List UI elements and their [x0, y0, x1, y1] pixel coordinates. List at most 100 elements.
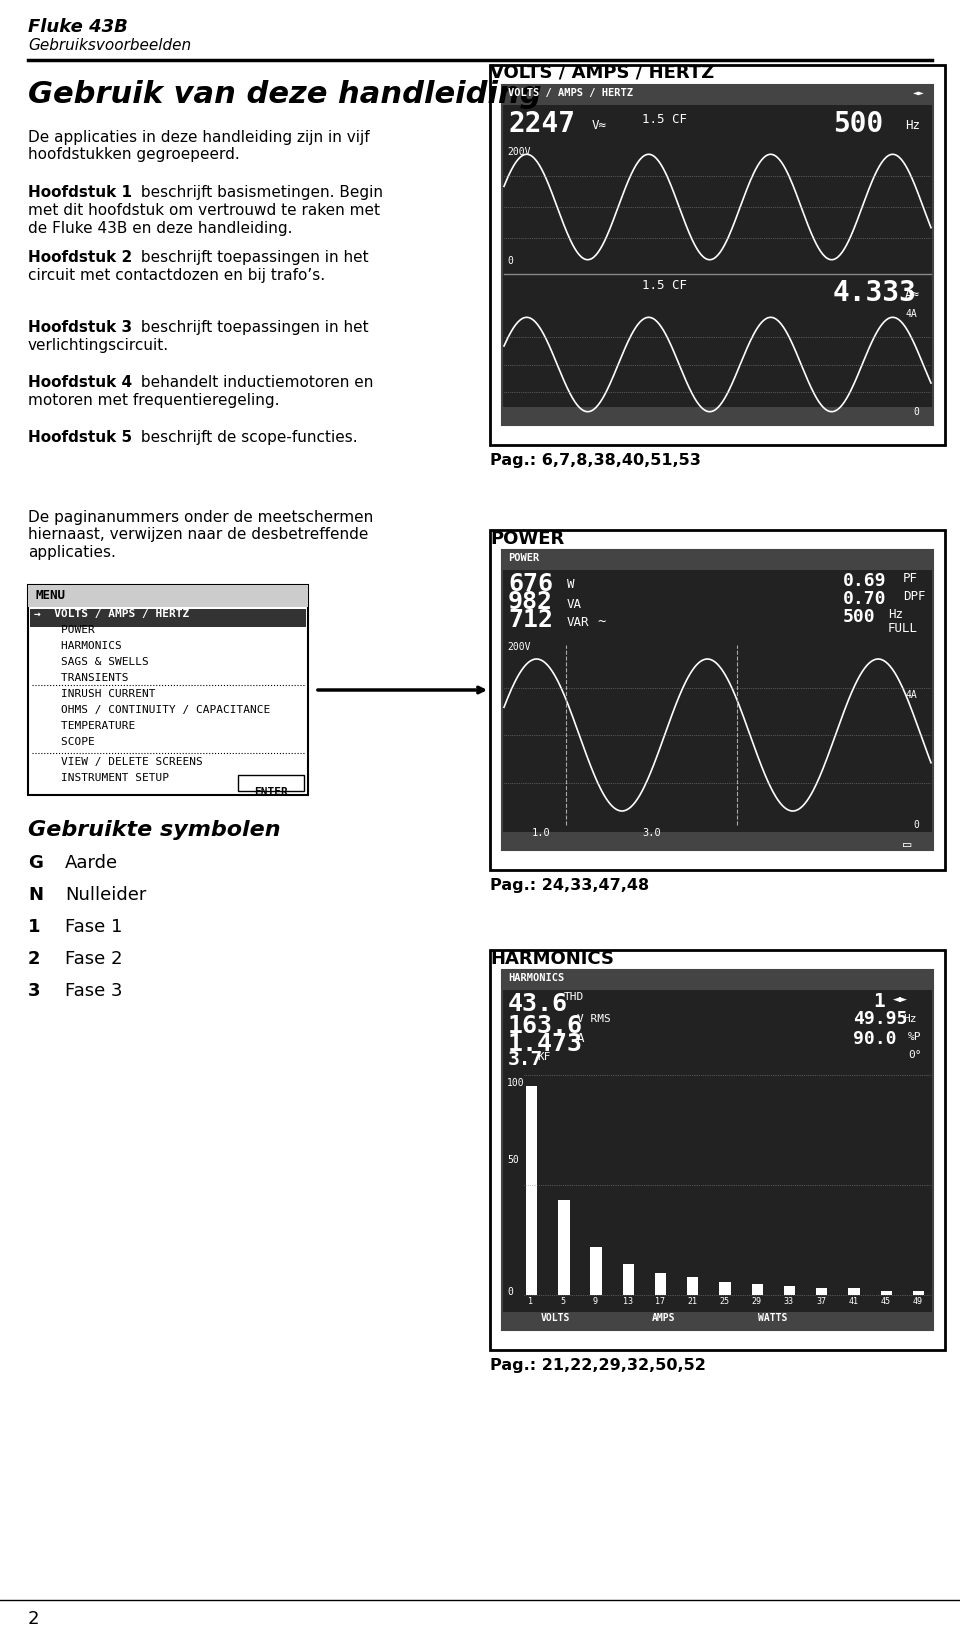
- Text: A: A: [577, 1032, 585, 1045]
- Bar: [502, 85, 933, 425]
- Text: FULL: FULL: [888, 622, 918, 635]
- Text: 2: 2: [28, 1611, 39, 1627]
- Bar: [655, 1272, 666, 1295]
- Text: POWER: POWER: [508, 553, 540, 563]
- Bar: [913, 1290, 924, 1295]
- Text: KF: KF: [537, 1053, 550, 1062]
- Bar: [720, 1315, 827, 1328]
- Bar: [502, 1311, 933, 1329]
- Text: ▭: ▭: [903, 838, 911, 853]
- Text: THD: THD: [564, 992, 585, 1002]
- Text: W: W: [567, 578, 574, 591]
- Text: 3.0: 3.0: [642, 828, 660, 838]
- Bar: [502, 970, 933, 1329]
- Text: verlichtingscircuit.: verlichtingscircuit.: [28, 338, 169, 353]
- Text: 1.473: 1.473: [508, 1032, 583, 1056]
- Text: 21: 21: [687, 1297, 697, 1306]
- Text: 1.5 CF: 1.5 CF: [642, 278, 687, 291]
- Text: PF: PF: [903, 573, 918, 586]
- Text: 49: 49: [913, 1297, 923, 1306]
- Text: Nulleider: Nulleider: [65, 887, 146, 905]
- Bar: [611, 1315, 718, 1328]
- Text: beschrijft de scope-functies.: beschrijft de scope-functies.: [136, 430, 358, 446]
- Text: VA: VA: [567, 599, 582, 612]
- Text: 0.69: 0.69: [843, 573, 886, 591]
- Text: Aarde: Aarde: [65, 854, 118, 872]
- Text: Fase 1: Fase 1: [65, 918, 122, 936]
- Text: 982: 982: [508, 591, 553, 613]
- Text: ENTER: ENTER: [254, 787, 288, 797]
- Text: HARMONICS: HARMONICS: [34, 641, 122, 651]
- Bar: [880, 1290, 892, 1295]
- Text: 500: 500: [843, 608, 876, 626]
- Text: met dit hoofdstuk om vertrouwd te raken met: met dit hoofdstuk om vertrouwd te raken …: [28, 203, 380, 218]
- Text: 41: 41: [849, 1297, 858, 1306]
- Text: 712: 712: [508, 608, 553, 631]
- Text: Gebruikte symbolen: Gebruikte symbolen: [28, 820, 280, 840]
- Text: 25: 25: [719, 1297, 730, 1306]
- Bar: [784, 1287, 795, 1295]
- Text: Pag.: 21,22,29,32,50,52: Pag.: 21,22,29,32,50,52: [490, 1359, 706, 1373]
- Text: Hoofdstuk 2: Hoofdstuk 2: [28, 251, 132, 265]
- Text: 13: 13: [622, 1297, 633, 1306]
- Text: 33: 33: [783, 1297, 794, 1306]
- Text: 200V: 200V: [507, 643, 531, 652]
- Text: SCOPE: SCOPE: [34, 737, 95, 747]
- Text: Hz: Hz: [905, 119, 920, 132]
- Text: 43.6: 43.6: [508, 992, 568, 1015]
- Text: POWER: POWER: [490, 530, 564, 548]
- Text: Gebruiksvoorbeelden: Gebruiksvoorbeelden: [28, 37, 191, 54]
- Bar: [719, 1282, 731, 1295]
- Bar: [849, 1289, 860, 1295]
- Bar: [502, 1315, 609, 1328]
- Text: V≈: V≈: [592, 119, 607, 132]
- Text: %P: %P: [908, 1032, 922, 1041]
- Text: De applicaties in deze handleiding zijn in vijf
hoofdstukken gegroepeerd.: De applicaties in deze handleiding zijn …: [28, 130, 370, 163]
- Bar: [502, 970, 933, 989]
- Bar: [490, 65, 945, 446]
- Text: DPF: DPF: [903, 591, 925, 604]
- Text: 0: 0: [507, 255, 513, 265]
- Text: 1: 1: [528, 1297, 534, 1306]
- Text: 0.70: 0.70: [843, 591, 886, 608]
- Bar: [490, 530, 945, 870]
- Text: HARMONICS: HARMONICS: [490, 950, 614, 968]
- Text: Fase 2: Fase 2: [65, 950, 123, 968]
- Bar: [28, 586, 308, 796]
- Text: VAR: VAR: [567, 617, 589, 630]
- Bar: [502, 550, 933, 849]
- Text: 0°: 0°: [908, 1049, 922, 1061]
- Text: Hoofdstuk 5: Hoofdstuk 5: [28, 430, 132, 446]
- Bar: [490, 950, 945, 1350]
- Text: A≈: A≈: [905, 288, 920, 301]
- Bar: [623, 1264, 634, 1295]
- Text: VOLTS / AMPS / HERTZ: VOLTS / AMPS / HERTZ: [490, 63, 714, 81]
- Text: 2247: 2247: [508, 111, 575, 138]
- Text: N: N: [28, 887, 43, 905]
- Text: Fase 3: Fase 3: [65, 983, 123, 1001]
- Text: ◄►: ◄►: [893, 994, 908, 1007]
- Bar: [238, 774, 304, 791]
- Text: V RMS: V RMS: [577, 1014, 611, 1023]
- Text: Hz: Hz: [888, 608, 903, 622]
- Text: 1: 1: [28, 918, 40, 936]
- Text: 3.7: 3.7: [508, 1049, 543, 1069]
- Text: ◄►: ◄►: [913, 88, 924, 98]
- Bar: [816, 1289, 828, 1295]
- Bar: [590, 1246, 602, 1295]
- Text: beschrijft toepassingen in het: beschrijft toepassingen in het: [136, 251, 369, 265]
- Bar: [526, 1085, 538, 1295]
- Text: OHMS / CONTINUITY / CAPACITANCE: OHMS / CONTINUITY / CAPACITANCE: [34, 704, 271, 714]
- Bar: [502, 85, 933, 106]
- Text: HARMONICS: HARMONICS: [508, 973, 564, 983]
- Text: 4A: 4A: [905, 309, 917, 319]
- Text: 163.6: 163.6: [508, 1014, 583, 1038]
- Text: TRANSIENTS: TRANSIENTS: [34, 674, 129, 683]
- Text: G: G: [28, 854, 43, 872]
- Text: behandelt inductiemotoren en: behandelt inductiemotoren en: [136, 374, 373, 390]
- Text: Fluke 43B: Fluke 43B: [28, 18, 128, 36]
- Text: 29: 29: [752, 1297, 761, 1306]
- Text: 9: 9: [593, 1297, 598, 1306]
- Text: TEMPERATURE: TEMPERATURE: [34, 721, 135, 731]
- Text: VIEW / DELETE SCREENS: VIEW / DELETE SCREENS: [34, 757, 203, 766]
